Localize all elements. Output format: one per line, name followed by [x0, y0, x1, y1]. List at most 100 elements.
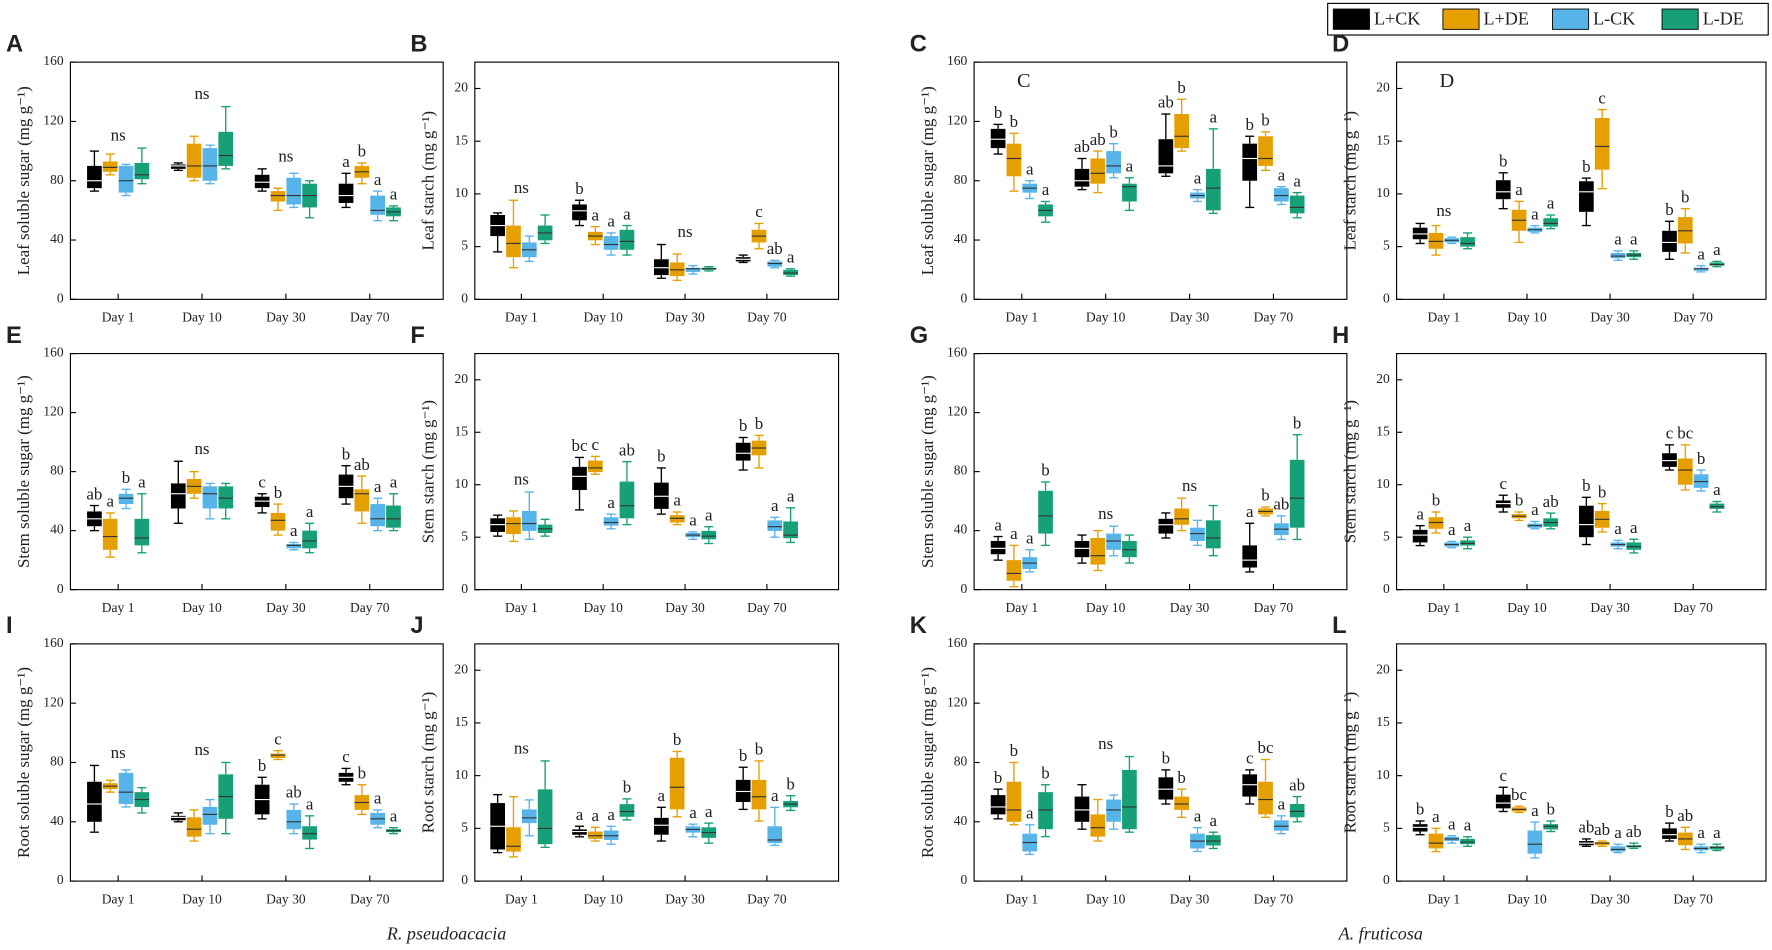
box	[134, 518, 150, 546]
box	[370, 195, 386, 215]
legend-frame	[1327, 2, 1769, 36]
box	[1274, 820, 1289, 831]
y-tick-label: 0	[1383, 290, 1390, 305]
significance-letter: b	[1261, 486, 1269, 505]
significance-letter: a	[1531, 204, 1539, 223]
box	[1038, 792, 1053, 830]
box	[134, 162, 150, 180]
significance-letter: a	[1194, 168, 1202, 187]
significance-letter: a	[1026, 803, 1034, 822]
box	[619, 481, 635, 519]
significance-letter: a	[1614, 823, 1622, 842]
y-tick-label: 15	[1376, 132, 1390, 147]
y-tick-label: 15	[454, 132, 468, 147]
significance-letter: b	[1010, 741, 1018, 760]
box	[603, 236, 619, 250]
y-tick-label: 0	[961, 290, 968, 305]
y-tick-label: 0	[461, 872, 468, 887]
significance-letter: b	[1041, 763, 1049, 782]
y-tick-label: 120	[947, 694, 968, 709]
box	[302, 530, 317, 549]
significance-letter: a	[1614, 519, 1622, 538]
significance-letter: a	[1293, 171, 1301, 190]
significance-letter: a	[1713, 240, 1721, 259]
significance-letter: a	[1026, 159, 1034, 178]
plot-frame	[1396, 643, 1767, 882]
x-tick-label: Day 1	[1005, 310, 1038, 325]
box	[186, 817, 202, 837]
box	[1006, 560, 1022, 581]
significance-letter: c	[1499, 474, 1507, 493]
x-tick-label: Day 1	[1427, 600, 1460, 615]
plot-frame	[1396, 353, 1767, 591]
y-tick-label: 120	[43, 404, 64, 419]
box	[118, 165, 134, 193]
significance-letter: a	[1630, 230, 1638, 249]
significance-letter: b	[657, 447, 665, 466]
significance-letter: ab	[1578, 818, 1594, 837]
box	[1106, 533, 1121, 550]
x-tick-label: Day 70	[1673, 891, 1713, 906]
y-tick-label: 0	[1383, 872, 1390, 887]
box	[302, 826, 317, 840]
panel-label: E	[6, 323, 22, 349]
box	[1428, 833, 1444, 849]
significance-letter: a	[1531, 801, 1539, 820]
significance-letter: b	[1582, 157, 1590, 176]
y-tick-label: 0	[57, 581, 64, 596]
box	[354, 489, 370, 512]
x-tick-label: Day 70	[350, 310, 390, 325]
y-tick-label: 15	[1376, 423, 1390, 438]
significance-letter: b	[1245, 115, 1253, 134]
box	[1274, 188, 1289, 202]
box	[1289, 195, 1305, 214]
legend-swatch	[1442, 8, 1480, 30]
significance-letter: a	[1026, 529, 1034, 548]
y-tick-label: 0	[961, 581, 968, 596]
y-tick-label: 15	[454, 423, 468, 438]
significance-letter: c	[1666, 424, 1674, 443]
species-label: A. fruticosa	[1338, 923, 1423, 943]
box	[1258, 136, 1273, 166]
y-tick-label: 0	[1383, 581, 1390, 596]
box	[1090, 158, 1106, 184]
y-tick-label: 160	[947, 53, 968, 68]
significance-letter: a	[1464, 816, 1472, 835]
significance-letter: a	[1126, 156, 1134, 175]
y-axis-label: Stem soluble sugar (mg g⁻¹)	[918, 375, 937, 568]
box	[1205, 835, 1221, 846]
box	[1594, 118, 1610, 170]
box	[170, 815, 186, 821]
box	[1090, 814, 1106, 837]
y-axis-label: Root starch (mg g⁻¹)	[419, 692, 438, 834]
box	[1495, 180, 1511, 200]
box	[751, 779, 767, 810]
significance-letter: b	[786, 774, 794, 793]
significance-letter: a	[1432, 807, 1440, 826]
plot-frame	[474, 61, 840, 300]
significance-letter: b	[1515, 491, 1523, 510]
box	[286, 809, 302, 830]
panel-label: F	[410, 323, 424, 349]
box	[990, 128, 1006, 149]
y-axis-label: Stem starch (mg g⁻¹)	[419, 400, 438, 543]
significance-letter: b	[1697, 449, 1705, 468]
significance-letter: b	[1041, 461, 1049, 480]
box	[1074, 168, 1090, 187]
significance-letter: a	[1246, 502, 1254, 521]
y-tick-label: 80	[954, 754, 968, 769]
box	[170, 164, 186, 169]
x-tick-label: Day 10	[1086, 600, 1126, 615]
significance-letter: b	[1598, 482, 1606, 501]
significance-letter: a	[607, 493, 615, 512]
significance-letter: c	[755, 202, 763, 221]
x-tick-label: Day 1	[505, 600, 538, 615]
box	[202, 148, 218, 181]
significance-letter: a	[1713, 823, 1721, 842]
significance-letter: ns	[514, 470, 529, 489]
y-tick-label: 15	[1376, 714, 1390, 729]
x-tick-label: Day 10	[1086, 891, 1126, 906]
y-tick-label: 160	[43, 53, 64, 68]
x-tick-label: Day 30	[266, 310, 306, 325]
box	[1289, 459, 1305, 528]
